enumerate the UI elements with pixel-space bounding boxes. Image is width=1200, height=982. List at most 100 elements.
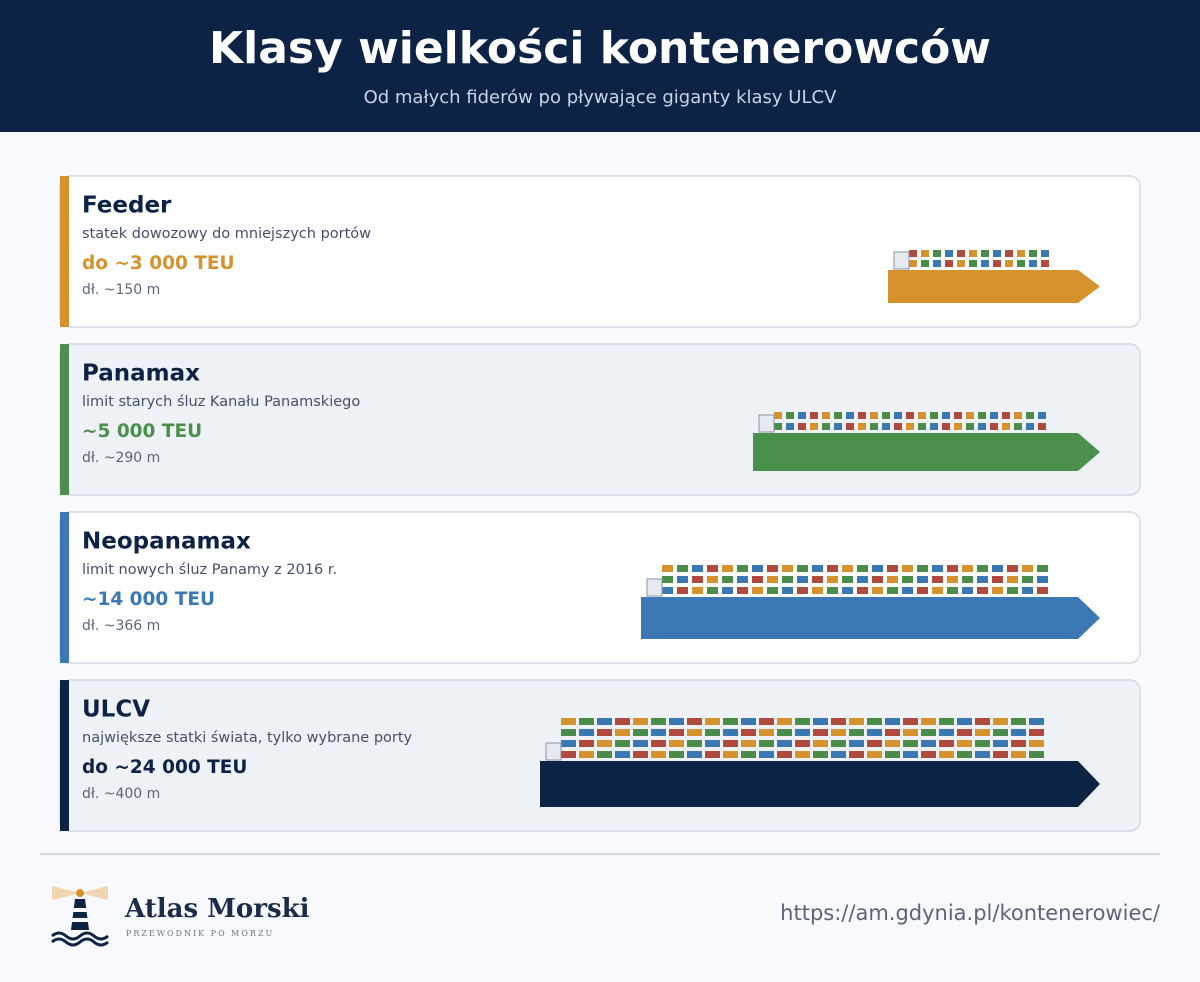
container <box>867 740 882 747</box>
container <box>954 423 962 430</box>
container <box>903 718 918 725</box>
card-capacity: do ~3 000 TEU <box>82 253 235 274</box>
container <box>795 740 810 747</box>
container <box>687 751 702 758</box>
container <box>831 740 846 747</box>
container <box>822 412 830 419</box>
ship-hull <box>540 761 1100 807</box>
container <box>1029 718 1044 725</box>
container <box>677 587 688 594</box>
container <box>1007 565 1018 572</box>
container <box>932 565 943 572</box>
container <box>707 576 718 583</box>
container <box>651 740 666 747</box>
container <box>947 565 958 572</box>
container <box>887 576 898 583</box>
container <box>977 576 988 583</box>
card-background <box>59 175 1141 328</box>
container <box>662 587 673 594</box>
card-accent <box>60 512 69 663</box>
container <box>737 587 748 594</box>
container <box>966 423 974 430</box>
ship-illustration <box>753 412 1100 471</box>
card: Feeder statek dowozowy do mniejszych port… <box>59 175 1141 328</box>
container <box>902 587 913 594</box>
container <box>741 729 756 736</box>
card-accent <box>60 176 69 327</box>
container <box>981 250 989 257</box>
container <box>1041 260 1049 267</box>
container <box>810 412 818 419</box>
container <box>962 587 973 594</box>
container <box>767 587 778 594</box>
container <box>812 565 823 572</box>
brand-name: Atlas Morski <box>124 894 310 924</box>
container <box>579 718 594 725</box>
container <box>962 565 973 572</box>
container <box>723 751 738 758</box>
container <box>827 587 838 594</box>
ship-bridge <box>646 578 663 597</box>
container <box>831 718 846 725</box>
container <box>903 751 918 758</box>
ship-hull <box>641 597 1100 639</box>
card-description: statek dowozowy do mniejszych portów <box>82 226 371 242</box>
container <box>947 587 958 594</box>
card-capacity: do ~24 000 TEU <box>82 757 247 778</box>
card-name: ULCV <box>82 697 150 723</box>
container <box>858 423 866 430</box>
container <box>887 587 898 594</box>
card-capacity: ~14 000 TEU <box>82 589 215 610</box>
container <box>1029 751 1044 758</box>
container <box>795 718 810 725</box>
container <box>1002 412 1010 419</box>
card-name: Feeder <box>82 193 172 219</box>
container <box>633 740 648 747</box>
container <box>921 260 929 267</box>
container <box>918 423 926 430</box>
container <box>633 729 648 736</box>
container <box>975 740 990 747</box>
container <box>870 412 878 419</box>
container <box>722 576 733 583</box>
container <box>917 576 928 583</box>
container <box>921 751 936 758</box>
ship-illustration <box>641 565 1100 639</box>
container <box>1011 729 1026 736</box>
container <box>774 412 782 419</box>
container <box>777 718 792 725</box>
container <box>993 718 1008 725</box>
container <box>906 423 914 430</box>
container <box>921 729 936 736</box>
container <box>903 729 918 736</box>
container <box>752 576 763 583</box>
container <box>887 565 898 572</box>
container <box>969 260 977 267</box>
container <box>957 250 965 257</box>
container <box>1002 423 1010 430</box>
container <box>921 740 936 747</box>
card-accent <box>60 344 69 495</box>
subtitle: Od małych fiderów po pływające giganty k… <box>364 87 838 108</box>
container <box>857 587 868 594</box>
container <box>962 576 973 583</box>
container <box>810 423 818 430</box>
card-description: limit starych śluz Kanału Panamskiego <box>82 394 360 410</box>
container <box>722 565 733 572</box>
container <box>1037 565 1048 572</box>
card: Neopanamax limit nowych śluz Panamy z 201… <box>59 511 1141 664</box>
container <box>741 751 756 758</box>
container <box>1007 587 1018 594</box>
container <box>831 751 846 758</box>
container <box>797 587 808 594</box>
container <box>846 412 854 419</box>
container <box>798 412 806 419</box>
container <box>903 740 918 747</box>
container <box>939 729 954 736</box>
container <box>777 751 792 758</box>
container <box>1026 412 1034 419</box>
container <box>834 412 842 419</box>
container <box>849 740 864 747</box>
container <box>942 412 950 419</box>
